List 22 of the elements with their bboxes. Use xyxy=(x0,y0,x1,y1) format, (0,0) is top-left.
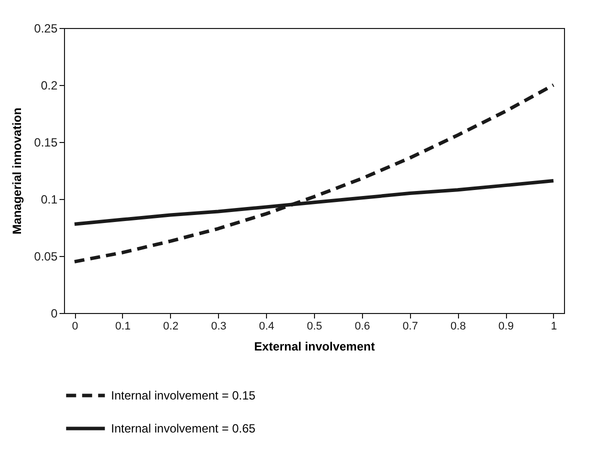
x-tick-label: 0.1 xyxy=(115,320,131,332)
x-axis-title: External involvement xyxy=(254,340,375,354)
x-tick-label: 0 xyxy=(72,320,78,332)
y-axis-title: Managerial innovation xyxy=(10,108,24,234)
legend-label: Internal involvement = 0.65 xyxy=(111,422,256,436)
y-tick-label: 0.05 xyxy=(34,250,58,264)
y-tick-label: 0.2 xyxy=(40,78,58,92)
y-tick-label: 0.15 xyxy=(34,136,58,150)
y-tick-label: 0 xyxy=(50,306,58,320)
line-series xyxy=(72,83,556,264)
y-tick-label: 0.1 xyxy=(40,192,58,206)
x-tick-label: 0.8 xyxy=(450,320,466,332)
x-tick-label: 0.6 xyxy=(354,320,370,332)
x-tick-label: 0.4 xyxy=(258,320,274,332)
x-tick-label: 0.5 xyxy=(306,320,322,332)
y-tick-label: 0.25 xyxy=(34,22,58,36)
x-tick-label: 0.3 xyxy=(211,320,226,332)
legend-label: Internal involvement = 0.15 xyxy=(111,388,256,402)
x-tick-label: 0.9 xyxy=(498,320,514,332)
x-tick-label: 0.2 xyxy=(163,320,178,332)
x-tick-label: 0.7 xyxy=(402,320,418,332)
x-tick-label: 1 xyxy=(550,320,558,332)
